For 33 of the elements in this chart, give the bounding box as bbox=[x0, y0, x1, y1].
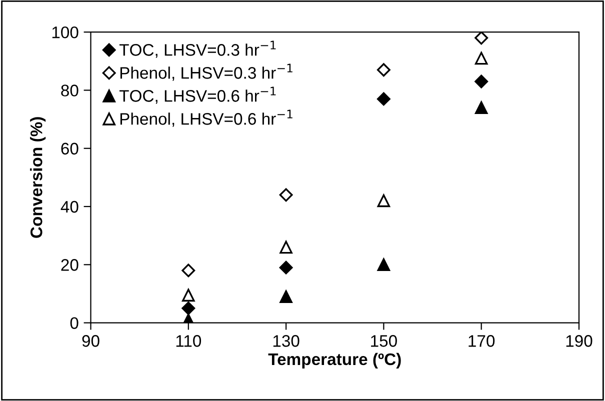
y-axis-title: Conversion (%) bbox=[30, 117, 46, 238]
x-tick-label: 170 bbox=[468, 335, 495, 347]
y-tick-label: 20 bbox=[61, 259, 78, 271]
point bbox=[377, 194, 390, 208]
point bbox=[474, 32, 488, 45]
y-tick-label: 80 bbox=[61, 84, 78, 96]
x-axis-title: Temperature (ºC) bbox=[268, 352, 401, 368]
point bbox=[376, 92, 390, 106]
point bbox=[279, 260, 293, 274]
point bbox=[280, 290, 292, 304]
point bbox=[474, 52, 488, 65]
y-tick-label: 40 bbox=[60, 200, 78, 213]
legend-label: Phenol, LHSV=0.3 hr$^{−1}$ bbox=[120, 64, 292, 81]
point bbox=[279, 188, 293, 202]
legend-label: Phenol, LHSV=0.6 hr$^{−1}$ bbox=[120, 110, 292, 127]
x-tick-label: 130 bbox=[273, 335, 300, 347]
point bbox=[182, 288, 195, 302]
x-tick-label: 90 bbox=[82, 335, 100, 347]
point bbox=[376, 63, 390, 77]
point bbox=[377, 258, 390, 272]
y-tick-label: 0 bbox=[70, 317, 78, 330]
x-tick-label: 150 bbox=[371, 335, 397, 347]
y-tick-label: 100 bbox=[52, 26, 78, 38]
point bbox=[474, 101, 488, 114]
point bbox=[280, 240, 292, 254]
point bbox=[182, 264, 196, 278]
legend-label: TOC, LHSV=0.6 hr$^{−1}$ bbox=[119, 86, 276, 104]
x-tick-label: 190 bbox=[566, 335, 592, 347]
x-tick-label: 110 bbox=[176, 335, 202, 347]
y-tick-label: 60 bbox=[61, 142, 78, 155]
point bbox=[474, 74, 488, 88]
point bbox=[182, 302, 196, 315]
legend-label: TOC, LHSV=0.3 hr$^{−1}$ bbox=[119, 40, 276, 58]
